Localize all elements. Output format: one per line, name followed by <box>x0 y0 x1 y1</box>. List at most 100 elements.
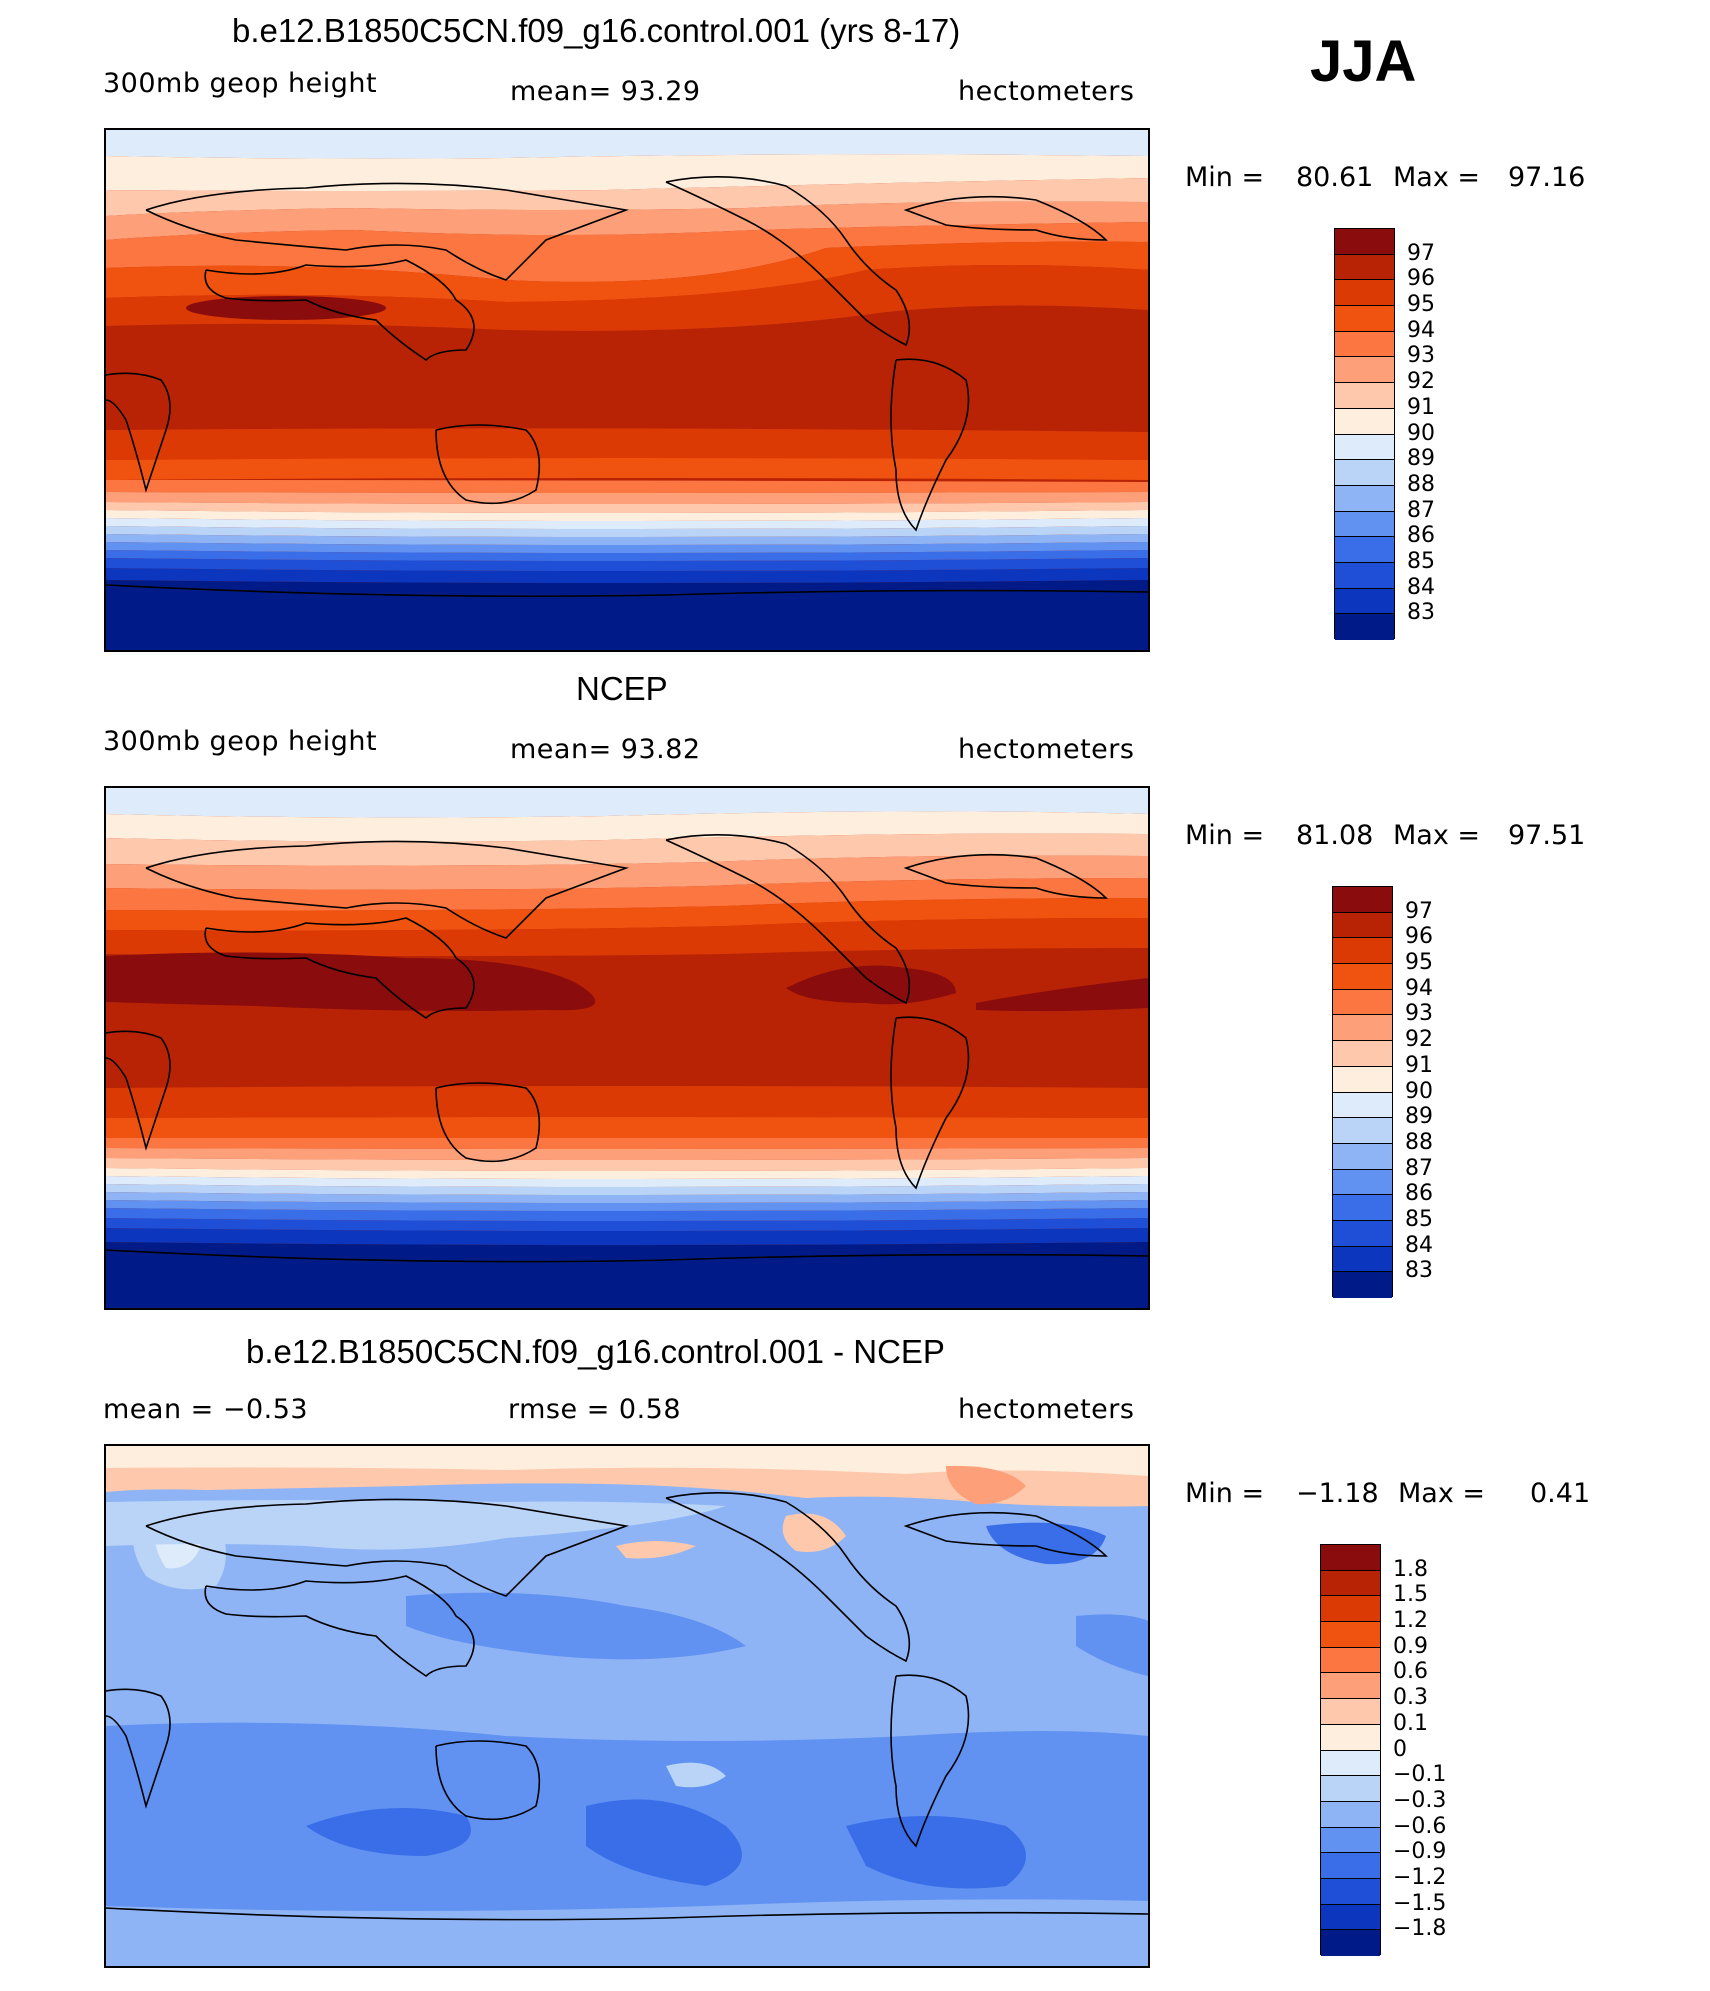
colorbar-swatch <box>1321 1570 1380 1597</box>
colorbar-tick-label: 91 <box>1405 1052 1433 1078</box>
panel-2-colorbar <box>1332 886 1393 1298</box>
colorbar-tick-label: −1.5 <box>1393 1890 1447 1916</box>
panel-3-colorbar <box>1320 1544 1381 1956</box>
colorbar-swatch <box>1333 1143 1392 1170</box>
panel-2-variable-label: 300mb geop height <box>103 726 378 757</box>
colorbar-swatch <box>1321 1827 1380 1854</box>
colorbar-tick-label: 90 <box>1407 420 1435 446</box>
colorbar-tick-label: 1.5 <box>1393 1582 1428 1608</box>
panel-1-min-value: 80.61 <box>1296 162 1374 193</box>
colorbar-swatch <box>1335 306 1394 332</box>
colorbar-tick-label: 89 <box>1405 1104 1433 1130</box>
colorbar-swatch <box>1321 1776 1380 1802</box>
colorbar-swatch <box>1335 408 1394 435</box>
panel-2-title: NCEP <box>576 670 668 707</box>
colorbar-swatch <box>1321 1699 1380 1725</box>
colorbar-tick-label: 83 <box>1405 1258 1433 1284</box>
colorbar-swatch <box>1333 1195 1392 1221</box>
panel-3-max-value: 0.41 <box>1530 1478 1591 1509</box>
panel-3-min-value: −1.18 <box>1296 1478 1379 1509</box>
panel-3-max-label: Max = <box>1398 1478 1486 1509</box>
colorbar-swatch <box>1321 1724 1380 1751</box>
colorbar-tick-label: 97 <box>1407 240 1435 266</box>
panel-2-min-value: 81.08 <box>1296 820 1374 851</box>
colorbar-swatch <box>1333 1041 1392 1067</box>
colorbar-swatch <box>1321 1878 1380 1905</box>
colorbar-tick-label: 0 <box>1393 1736 1407 1762</box>
panel-2-min-label: Min = <box>1185 820 1265 851</box>
colorbar-swatch <box>1335 614 1394 640</box>
colorbar-swatch <box>1335 383 1394 409</box>
panel-3-rmse-label: rmse = 0.58 <box>508 1394 682 1425</box>
colorbar-swatch <box>1335 229 1394 255</box>
colorbar-swatch <box>1333 989 1392 1016</box>
colorbar-tick-label: 0.9 <box>1393 1633 1428 1659</box>
colorbar-tick-label: 0.1 <box>1393 1710 1428 1736</box>
colorbar-tick-label: 94 <box>1407 317 1435 343</box>
panel-1-colorbar <box>1334 228 1395 640</box>
panel-2-max-value: 97.51 <box>1508 820 1586 851</box>
colorbar-tick-label: 85 <box>1405 1206 1433 1232</box>
colorbar-tick-label: 95 <box>1405 950 1433 976</box>
colorbar-tick-label: 0.6 <box>1393 1659 1428 1685</box>
panel-2-mean-label: mean= 93.82 <box>510 734 701 765</box>
colorbar-tick-label: 88 <box>1407 471 1435 497</box>
colorbar-swatch <box>1335 254 1394 281</box>
colorbar-swatch <box>1321 1904 1380 1931</box>
colorbar-tick-label: 96 <box>1405 924 1433 950</box>
colorbar-tick-label: 92 <box>1407 369 1435 395</box>
panel-1-units-label: hectometers <box>958 76 1135 107</box>
colorbar-swatch <box>1321 1647 1380 1674</box>
colorbar-tick-label: 93 <box>1405 1001 1433 1027</box>
colorbar-tick-label: 95 <box>1407 292 1435 318</box>
colorbar-tick-label: −0.1 <box>1393 1762 1447 1788</box>
colorbar-swatch <box>1335 357 1394 384</box>
colorbar-tick-label: 84 <box>1405 1232 1433 1258</box>
panel-2-map <box>104 786 1150 1310</box>
colorbar-tick-label: 86 <box>1407 523 1435 549</box>
colorbar-swatch <box>1335 537 1394 563</box>
colorbar-tick-label: 1.8 <box>1393 1556 1428 1582</box>
panel-3-min-label: Min = <box>1185 1478 1265 1509</box>
panel-2-units-label: hectometers <box>958 734 1135 765</box>
colorbar-swatch <box>1333 912 1392 939</box>
colorbar-tick-label: 94 <box>1405 975 1433 1001</box>
panel-3-mean-label: mean = −0.53 <box>103 1394 309 1425</box>
colorbar-tick-label: 87 <box>1405 1155 1433 1181</box>
panel-3-title: b.e12.B1850C5CN.f09_g16.control.001 - NC… <box>246 1333 945 1370</box>
colorbar-tick-label: −1.2 <box>1393 1864 1447 1890</box>
colorbar-swatch <box>1335 460 1394 486</box>
colorbar-tick-label: 87 <box>1407 497 1435 523</box>
colorbar-swatch <box>1321 1930 1380 1956</box>
colorbar-swatch <box>1335 485 1394 512</box>
colorbar-swatch <box>1335 331 1394 358</box>
colorbar-tick-label: −1.8 <box>1393 1916 1447 1942</box>
colorbar-swatch <box>1333 1015 1392 1042</box>
colorbar-tick-label: 84 <box>1407 574 1435 600</box>
season-label: JJA <box>1310 29 1417 94</box>
colorbar-swatch <box>1333 938 1392 965</box>
colorbar-swatch <box>1335 562 1394 589</box>
colorbar-tick-label: 83 <box>1407 600 1435 626</box>
panel-1-max-value: 97.16 <box>1508 162 1586 193</box>
colorbar-tick-label: 97 <box>1405 898 1433 924</box>
colorbar-swatch <box>1321 1622 1380 1648</box>
colorbar-tick-label: −0.9 <box>1393 1839 1447 1865</box>
colorbar-swatch <box>1321 1853 1380 1879</box>
colorbar-tick-label: 91 <box>1407 394 1435 420</box>
colorbar-tick-label: 96 <box>1407 266 1435 292</box>
panel-2-max-label: Max = <box>1393 820 1481 851</box>
colorbar-tick-label: 0.3 <box>1393 1685 1428 1711</box>
colorbar-tick-label: 1.2 <box>1393 1608 1428 1634</box>
colorbar-tick-label: 92 <box>1405 1027 1433 1053</box>
colorbar-swatch <box>1333 1246 1392 1273</box>
colorbar-tick-label: 85 <box>1407 548 1435 574</box>
colorbar-swatch <box>1333 887 1392 913</box>
colorbar-tick-label: 88 <box>1405 1129 1433 1155</box>
colorbar-tick-label: −0.3 <box>1393 1787 1447 1813</box>
panel-1-map <box>104 128 1150 652</box>
colorbar-tick-label: 90 <box>1405 1078 1433 1104</box>
colorbar-swatch <box>1321 1750 1380 1777</box>
colorbar-swatch <box>1321 1545 1380 1571</box>
panel-1-min-label: Min = <box>1185 162 1265 193</box>
